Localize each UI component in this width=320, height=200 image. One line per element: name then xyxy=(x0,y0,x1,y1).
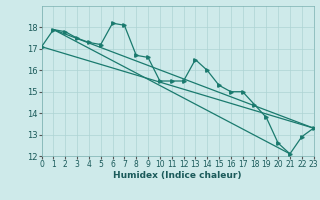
X-axis label: Humidex (Indice chaleur): Humidex (Indice chaleur) xyxy=(113,171,242,180)
